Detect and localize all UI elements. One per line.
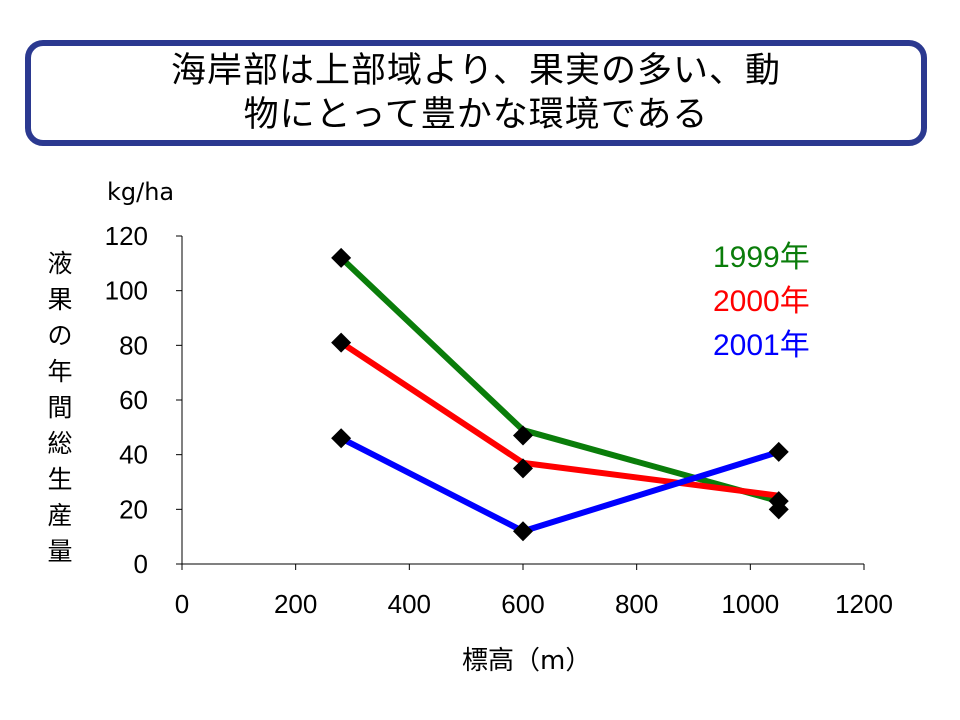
- y-unit-label: kg/ha: [107, 178, 175, 206]
- data-point-marker: [768, 499, 789, 520]
- legend-entry: 1999年: [713, 241, 810, 274]
- legend: 1999年 2000年 2001年: [713, 241, 810, 362]
- y-tick-label: 20: [119, 494, 148, 524]
- x-tick-label: 600: [501, 589, 544, 619]
- data-markers: [331, 247, 789, 542]
- data-point-marker: [331, 247, 352, 268]
- y-tick-label: 100: [105, 276, 148, 306]
- legend-entry: 2000年: [713, 285, 810, 318]
- x-tick-label: 400: [388, 589, 431, 619]
- x-tick-label: 1200: [835, 589, 893, 619]
- legend-entry: 2001年: [713, 329, 810, 362]
- y-tick-label: 120: [105, 221, 148, 251]
- x-tick-label: 800: [615, 589, 658, 619]
- title-box: 海岸部は上部域より、果実の多い、動 物にとって豊かな環境である: [25, 40, 927, 146]
- x-axis-label: 標高（m）: [462, 646, 592, 676]
- data-point-marker: [513, 521, 533, 542]
- y-tick-label: 60: [119, 385, 148, 415]
- x-tick-label: 200: [274, 589, 317, 619]
- x-tick-label: 1000: [721, 589, 779, 619]
- data-point-marker: [331, 428, 352, 449]
- y-tick-label: 0: [134, 549, 148, 579]
- title-line-1: 海岸部は上部域より、果実の多い、動: [171, 51, 781, 91]
- data-point-marker: [331, 332, 352, 353]
- data-point-marker: [768, 441, 789, 462]
- y-axis-label: 液果の年間総生産量: [47, 249, 73, 566]
- data-point-marker: [513, 458, 533, 479]
- title-line-2: 物にとって豊かな環境である: [243, 95, 709, 135]
- y-tick-label: 80: [119, 330, 148, 360]
- data-point-marker: [513, 425, 533, 446]
- x-tick-label: 0: [175, 589, 189, 619]
- y-tick-label: 40: [119, 440, 148, 470]
